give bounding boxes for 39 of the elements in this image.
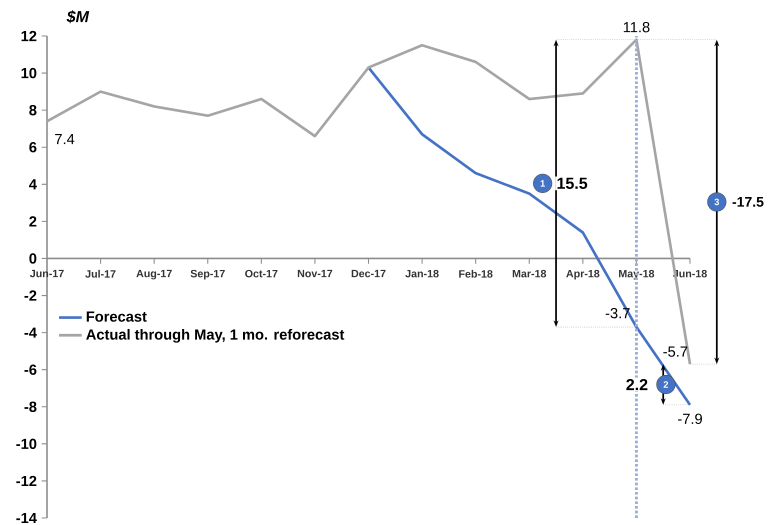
- y-tick-label: -10: [16, 438, 36, 450]
- y-tick-label: 10: [22, 68, 36, 78]
- legend-label: Forecast: [86, 312, 147, 322]
- x-tick-label: Feb-18: [459, 270, 493, 278]
- y-tick-label: -14: [16, 512, 37, 524]
- legend-label: Actual through May, 1 mo. reforecast: [86, 328, 344, 343]
- y-tick-label: 4: [29, 179, 37, 190]
- y-tick-label: -6: [24, 364, 36, 375]
- data-label: -7.9: [678, 414, 702, 424]
- x-tick-label: Apr-18: [566, 270, 600, 280]
- y-tick-label: 12: [22, 30, 36, 42]
- y-tick-label: -2: [24, 290, 36, 301]
- data-label: 7.4: [55, 134, 74, 144]
- data-label: -5.7: [663, 346, 688, 357]
- x-tick-label: Aug-17: [136, 270, 172, 280]
- x-tick-label: Jun-18: [672, 270, 707, 278]
- y-tick-label: 2: [29, 216, 36, 227]
- y-tick-label: 8: [29, 104, 36, 116]
- x-tick-label: Oct-17: [245, 270, 278, 278]
- y-tick-label: 0: [29, 253, 36, 264]
- x-tick-label: Mar-18: [512, 270, 546, 278]
- annotation: 15.5: [558, 178, 588, 189]
- x-tick-label: Jul-17: [85, 270, 116, 278]
- annotation: 1: [540, 180, 545, 187]
- data-label: 11.8: [624, 22, 650, 32]
- x-tick-label: May-18: [619, 270, 654, 280]
- y-tick-label: -12: [16, 476, 36, 486]
- y-tick-label: -4: [24, 328, 37, 338]
- x-tick-label: Nov-17: [298, 270, 332, 278]
- annotation: 2.2: [626, 378, 648, 390]
- annotation: 2: [664, 381, 668, 388]
- x-tick-label: Jan-18: [405, 270, 439, 278]
- text: -17.5: [732, 197, 764, 207]
- text: 3: [714, 198, 720, 206]
- x-tick-label: Dec-17: [352, 270, 386, 278]
- x-tick-label: Sep-17: [190, 270, 225, 280]
- y-axis-title: $M: [66, 10, 90, 24]
- y-tick-label: 6: [29, 142, 36, 152]
- y-tick-label: -8: [24, 402, 36, 412]
